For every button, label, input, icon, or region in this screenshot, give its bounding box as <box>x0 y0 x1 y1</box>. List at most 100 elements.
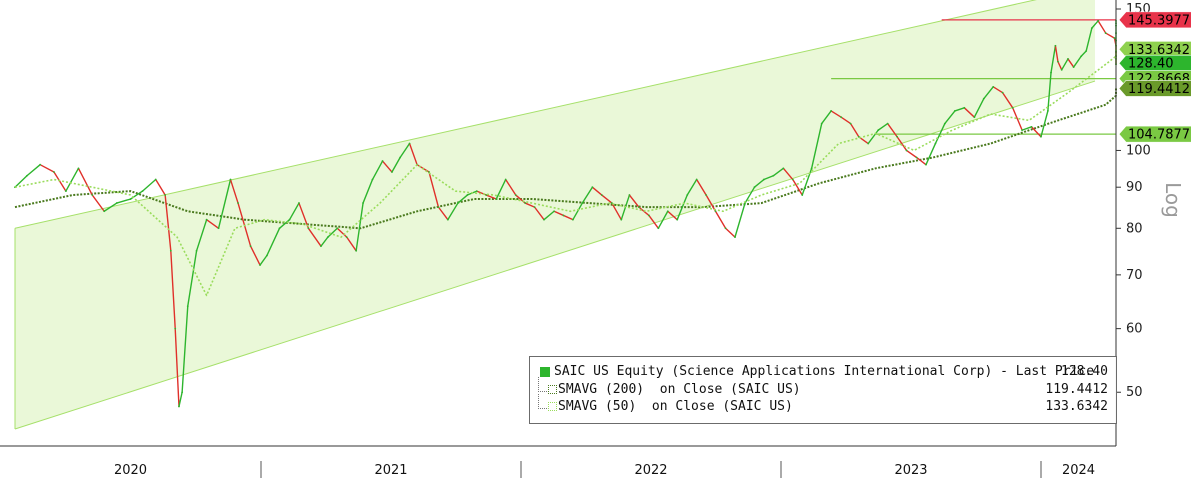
price-point <box>399 156 402 159</box>
price-segment <box>217 178 232 229</box>
price-segment <box>753 178 765 188</box>
x-year-label-2023: 2023 <box>894 463 927 478</box>
price-segment <box>763 175 775 181</box>
price-point <box>724 227 727 230</box>
price-segment <box>648 214 660 229</box>
x-year-label-2024: 2024 <box>1062 463 1095 478</box>
price-point <box>943 122 946 125</box>
price-segment <box>581 186 594 204</box>
price-segment <box>954 107 966 112</box>
sma50-line <box>14 49 1117 297</box>
price-point <box>886 122 889 125</box>
price-point <box>326 236 329 239</box>
price-point <box>91 194 94 196</box>
price-point <box>195 249 198 252</box>
price-point <box>648 214 650 217</box>
price-point <box>217 227 220 230</box>
price-segment <box>657 210 669 229</box>
price-point <box>249 245 252 248</box>
price-point <box>115 202 118 204</box>
price-segment <box>195 218 208 252</box>
price-point <box>178 405 180 408</box>
price-segment <box>667 210 678 221</box>
y-tick-label-70: 70 <box>1126 268 1143 283</box>
legend-label-price: SAIC US Equity (Science Applications Int… <box>554 364 1095 379</box>
price-segment <box>867 129 879 145</box>
legend-swatch-sma50 <box>548 402 557 411</box>
price-point <box>103 210 106 213</box>
legend-item-sma200: SMAVG (200) on Close (SAIC US) 119.4412 <box>536 377 1108 398</box>
price-point <box>1060 68 1063 71</box>
price-point <box>164 194 167 196</box>
price-segment <box>307 227 322 247</box>
price-point <box>186 305 189 308</box>
legend-value-sma200: 119.4412 <box>1045 382 1108 397</box>
price-segment <box>1072 55 1082 68</box>
price-point <box>1040 135 1042 138</box>
price-segment <box>278 218 291 229</box>
price-segment <box>320 236 329 247</box>
legend-swatch-price <box>540 367 550 377</box>
price-point <box>371 178 374 181</box>
price-point <box>753 186 756 189</box>
price-segment <box>840 116 852 125</box>
price-point <box>905 149 908 152</box>
price-segment <box>336 227 348 238</box>
price-point <box>154 178 157 181</box>
price-point <box>1067 58 1069 60</box>
flag-label-145.3977: 145.3977 <box>1128 13 1190 28</box>
price-point <box>524 202 527 204</box>
price-point <box>298 202 300 204</box>
price-point <box>705 194 707 196</box>
price-segment <box>744 186 756 204</box>
price-point <box>877 129 880 132</box>
price-point <box>1021 129 1024 132</box>
price-point <box>64 190 67 192</box>
legend-item-price: SAIC US Equity (Science Applications Int… <box>536 363 1108 380</box>
price-segment <box>53 171 67 192</box>
price-point <box>1011 106 1014 109</box>
price-segment <box>983 86 994 100</box>
price-point <box>466 194 469 196</box>
price-point <box>336 227 339 230</box>
price-segment <box>1080 50 1087 57</box>
price-point <box>1057 60 1059 63</box>
price-segment <box>543 210 555 221</box>
price-point <box>77 167 80 170</box>
price-segment <box>237 202 252 247</box>
price-segment <box>170 250 176 330</box>
price-segment <box>457 194 469 204</box>
price-point <box>495 198 498 200</box>
legend-tree-connector <box>538 377 547 392</box>
price-segment <box>1067 58 1075 68</box>
price-segment <box>205 218 220 229</box>
price-segment <box>346 236 357 252</box>
price-segment <box>91 194 105 212</box>
price-segment <box>934 122 946 145</box>
price-segment <box>1054 45 1059 63</box>
y-tick-label-90: 90 <box>1126 180 1143 195</box>
price-point <box>686 194 689 196</box>
price-segment <box>1011 107 1023 131</box>
price-point <box>237 202 239 204</box>
price-point <box>26 174 28 177</box>
price-segment <box>705 194 717 212</box>
price-segment <box>504 178 517 196</box>
price-segment <box>362 178 374 204</box>
price-point <box>973 116 976 119</box>
price-point <box>345 236 348 239</box>
price-segment <box>371 160 384 181</box>
price-segment <box>1097 20 1107 34</box>
price-point <box>695 178 698 181</box>
horizontal-levels <box>831 19 1116 135</box>
price-segment <box>141 178 157 192</box>
channel-upper-line <box>14 0 1037 229</box>
price-segment <box>327 227 339 238</box>
price-point <box>181 391 184 394</box>
price-point <box>620 218 623 221</box>
price-point <box>982 97 985 100</box>
price-point <box>1113 37 1116 39</box>
price-point <box>141 190 144 192</box>
price-segment <box>714 210 727 229</box>
legend-tree-connector <box>538 394 547 409</box>
